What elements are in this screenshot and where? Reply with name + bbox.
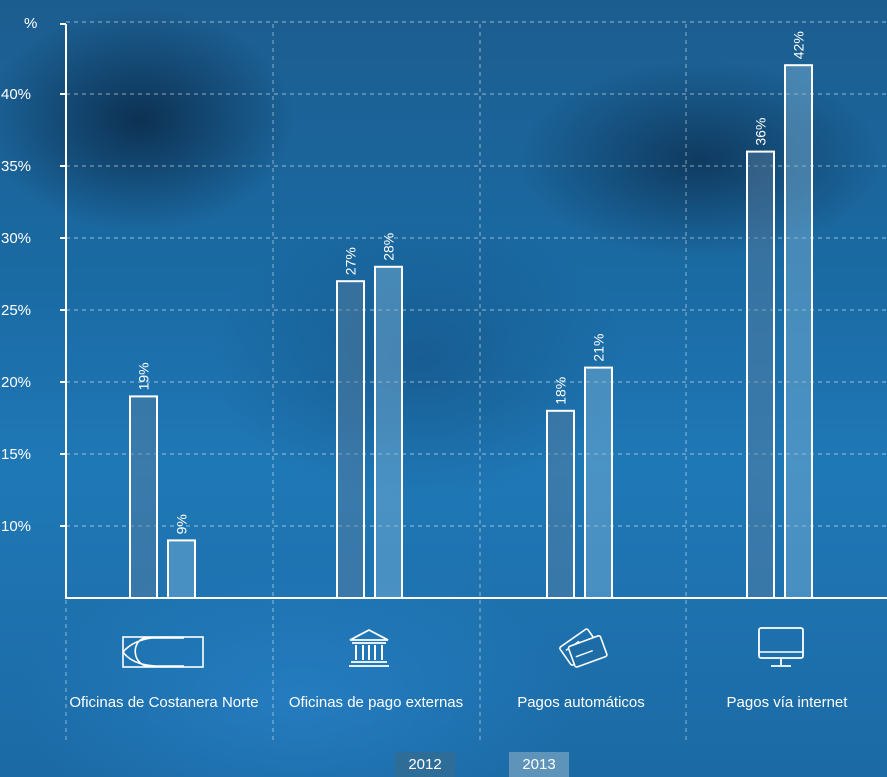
legend-item-2012: 2012 xyxy=(395,752,455,777)
bars xyxy=(129,64,813,600)
value-label: 27% xyxy=(343,247,359,275)
y-tick-labels: 10% 15% 20% 25% 30% 35% 40% xyxy=(1,86,31,535)
bar-2012 xyxy=(546,409,575,599)
bar-2013 xyxy=(584,366,613,599)
value-labels: 19% 27% 18% 36% 9% 28% 21% 42% xyxy=(136,31,807,534)
y-tick-label: 35% xyxy=(1,158,31,175)
grid-lines xyxy=(65,21,887,740)
credit-cards-icon xyxy=(553,622,613,677)
value-label: 21% xyxy=(591,334,607,362)
bar-2013 xyxy=(374,265,403,599)
legend-item-2013: 2013 xyxy=(509,752,569,777)
category-label: Pagos vía internet xyxy=(726,694,848,711)
bar-2013 xyxy=(167,539,196,600)
value-label: 18% xyxy=(553,377,569,405)
y-tick-label: 30% xyxy=(1,230,31,247)
category-label: Pagos automáticos xyxy=(517,694,645,711)
value-label: 42% xyxy=(791,31,807,59)
monitor-icon xyxy=(757,626,805,675)
value-label: 9% xyxy=(174,514,190,534)
bank-building-icon xyxy=(348,628,390,673)
y-tick-label: 20% xyxy=(1,374,31,391)
y-tick-label: 25% xyxy=(1,302,31,319)
bar-2012 xyxy=(336,280,365,599)
y-tick-label: 15% xyxy=(1,446,31,463)
value-label: 36% xyxy=(753,118,769,146)
y-axis-unit-label: % xyxy=(24,15,37,32)
costanera-norte-logo-icon xyxy=(121,636,204,673)
value-label: 19% xyxy=(136,362,152,390)
category-label: Oficinas de Costanera Norte xyxy=(69,694,259,711)
y-tick-label: 10% xyxy=(1,518,31,535)
value-label: 28% xyxy=(381,233,397,261)
y-tick-label: 40% xyxy=(1,86,31,103)
bar-2012 xyxy=(129,395,158,599)
axes xyxy=(60,23,887,599)
bar-2012 xyxy=(746,150,775,599)
bar-2013 xyxy=(784,64,813,599)
category-label: Oficinas de pago externas xyxy=(288,694,464,711)
